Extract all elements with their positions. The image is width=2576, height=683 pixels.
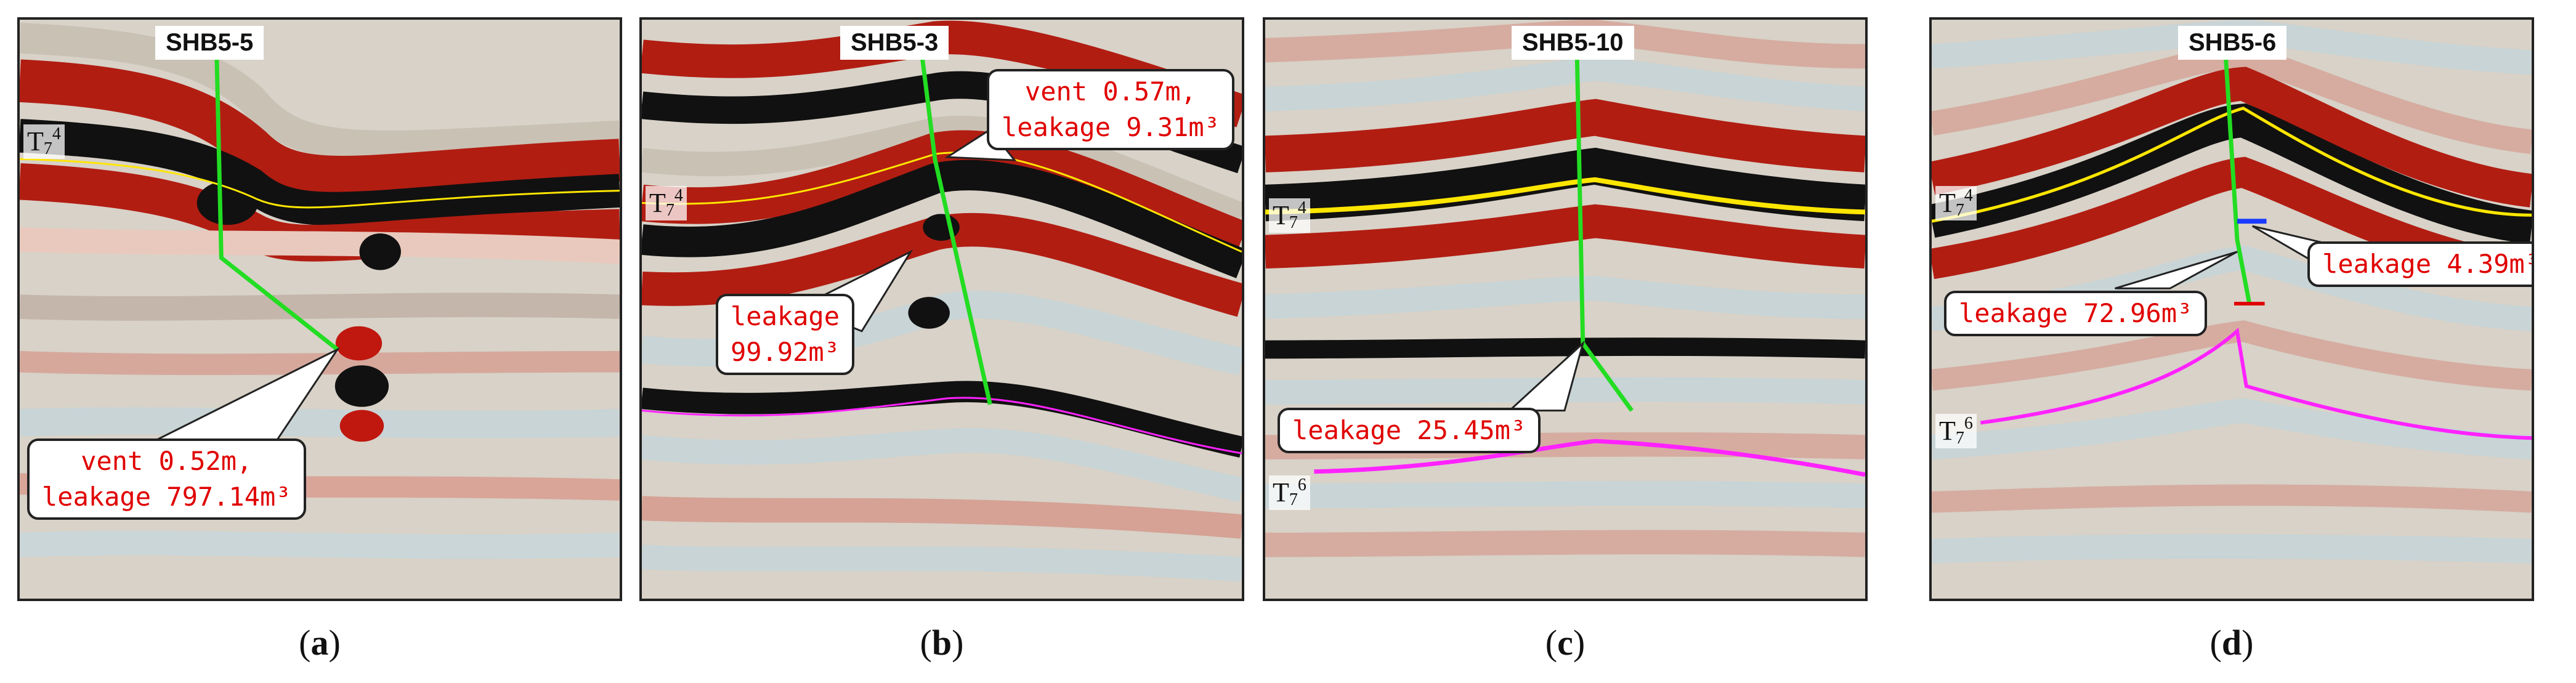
seismic-panel-c: SHB5-10 T74 T76 leakage 25.45m³ xyxy=(1263,17,1868,601)
horizon-sub: 7 xyxy=(43,139,52,158)
horizon-name: T xyxy=(649,188,666,218)
caption-a: (a) xyxy=(299,623,341,663)
caption-c: (c) xyxy=(1545,623,1586,663)
horizon-sub: 7 xyxy=(1289,490,1298,509)
horizon-name: T xyxy=(27,126,44,156)
callout-line-1: leakage 72.96m³ xyxy=(1959,298,2193,328)
callout-line-2: leakage 797.14m³ xyxy=(42,482,291,512)
caption-letter: c xyxy=(1557,623,1573,663)
horizon-name: T xyxy=(1939,416,1956,446)
callout-line-2: leakage 9.31m³ xyxy=(1002,112,1220,142)
well-label-c: SHB5-10 xyxy=(1512,26,1634,60)
horizon-label-c-t74: T74 xyxy=(1269,198,1310,233)
caption-d: (d) xyxy=(2209,623,2254,663)
callout-leakage-c: leakage 25.45m³ xyxy=(1278,408,1541,453)
horizon-label-c-t76: T76 xyxy=(1269,475,1310,510)
callout-leakage-d-left: leakage 72.96m³ xyxy=(1944,291,2208,336)
callout-vent-leakage-b: vent 0.57m, leakage 9.31m³ xyxy=(987,69,1235,150)
horizon-sup: 4 xyxy=(1964,186,1973,205)
well-label-a: SHB5-5 xyxy=(155,26,264,60)
callout-line-2: 99.92m³ xyxy=(731,337,840,367)
horizon-sup: 4 xyxy=(1297,198,1306,217)
horizon-label-d-t74: T74 xyxy=(1935,186,1977,220)
caption-b: (b) xyxy=(920,623,964,663)
callout-vent-leakage-a: vent 0.52m, leakage 797.14m³ xyxy=(27,438,306,520)
horizon-sup: 4 xyxy=(674,186,683,205)
caption-letter: d xyxy=(2221,623,2242,663)
horizon-sub: 7 xyxy=(1955,429,1964,448)
horizon-sub: 7 xyxy=(1955,201,1964,220)
callout-line-1: leakage 25.45m³ xyxy=(1292,415,1526,445)
callout-line-1: vent 0.52m, xyxy=(81,446,253,476)
seismic-panel-d: SHB5-6 T74 T76 leakage 4.39m³ leakage 72… xyxy=(1929,17,2534,601)
horizon-name: T xyxy=(1273,477,1289,507)
horizon-name: T xyxy=(1273,200,1289,230)
callout-line-1: leakage xyxy=(731,301,840,331)
caption-letter: b xyxy=(931,623,952,663)
horizon-sup: 6 xyxy=(1297,475,1306,495)
well-label-d: SHB5-6 xyxy=(2178,26,2287,60)
horizon-sub: 7 xyxy=(1289,213,1298,232)
callout-line-1: leakage 4.39m³ xyxy=(2322,249,2534,279)
seismic-panel-b: SHB5-3 T74 vent 0.57m, leakage 9.31m³ le… xyxy=(639,17,1244,601)
horizon-label-d-t76: T76 xyxy=(1935,414,1977,448)
horizon-sup: 6 xyxy=(1964,414,1973,433)
horizon-label-b-t74: T74 xyxy=(646,186,687,220)
well-label-b: SHB5-3 xyxy=(840,26,949,60)
callout-leakage-b: leakage 99.92m³ xyxy=(716,294,855,375)
callout-leakage-d-right: leakage 4.39m³ xyxy=(2307,241,2534,287)
caption-letter: a xyxy=(310,623,329,663)
seismic-section-c xyxy=(1265,20,1865,599)
horizon-sub: 7 xyxy=(665,201,674,220)
seismic-panel-a: SHB5-5 T74 vent 0.52m, leakage 797.14m³ xyxy=(17,17,622,601)
callout-line-1: vent 0.57m, xyxy=(1024,76,1197,107)
horizon-label-a-t74: T74 xyxy=(23,124,65,159)
horizon-sup: 4 xyxy=(52,124,61,143)
horizon-name: T xyxy=(1939,188,1956,218)
